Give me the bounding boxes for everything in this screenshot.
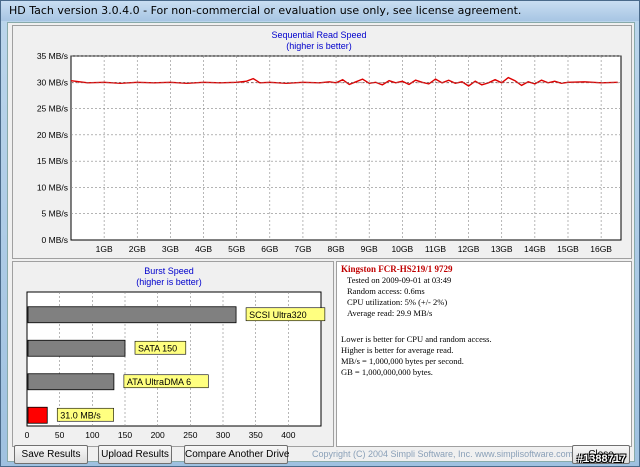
seq-x-tick-label: 16GB bbox=[590, 244, 612, 254]
seq-y-tick-label: 30 MB/s bbox=[37, 77, 68, 87]
burst-x-tick-label: 200 bbox=[151, 430, 165, 440]
burst-bar-label-box bbox=[56, 407, 114, 422]
seq-plot-area bbox=[70, 55, 622, 241]
burst-speed-panel: 0 50 100 150 200 250 300 350 400 SCSI Ultra320 SAT… bbox=[12, 261, 334, 447]
seq-y-tick-label: 15 MB/s bbox=[37, 156, 68, 166]
drive-info-panel: Kingston FCR-HS219/1 9729 Tested on 2009… bbox=[336, 261, 632, 447]
info-cpu-utilization: CPU utilization: 5% (+/- 2%) bbox=[347, 297, 448, 307]
burst-bar bbox=[27, 373, 115, 391]
burst-bar bbox=[27, 339, 126, 357]
seq-y-tick-label: 0 MB/s bbox=[42, 235, 68, 245]
seq-x-tick-label: 7GB bbox=[294, 244, 311, 254]
burst-x-tick-label: 150 bbox=[118, 430, 132, 440]
burst-x-tick-label: 350 bbox=[249, 430, 263, 440]
note-lower-better: Lower is better for CPU and random acces… bbox=[341, 334, 492, 344]
seq-y-tick-label: 20 MB/s bbox=[37, 130, 68, 140]
info-tested-on: Tested on 2009-09-01 at 03:49 bbox=[347, 275, 452, 285]
sequential-read-chart: 0 MB/s 5 MB/s 10 MB/s 15 MB/s 20 MB/s 25 MB/s… bbox=[37, 30, 622, 254]
seq-x-tick-label: 11GB bbox=[425, 244, 446, 254]
info-average-read: Average read: 29.9 MB/s bbox=[347, 308, 433, 318]
seq-y-tick-label: 5 MB/s bbox=[42, 209, 68, 219]
seq-x-tick-label: 3GB bbox=[162, 244, 179, 254]
window-title: HD Tach version 3.0.4.0 - For non-commer… bbox=[9, 4, 522, 17]
burst-speed-chart: 0 50 100 150 200 250 300 350 400 SCSI Ultra320 SAT… bbox=[25, 266, 326, 440]
upload-results-button[interactable]: Upload Results bbox=[98, 445, 172, 464]
burst-chart-subtitle: (higher is better) bbox=[136, 277, 202, 287]
seq-y-tick-label: 35 MB/s bbox=[37, 51, 68, 61]
watermark-text: #1388717 bbox=[577, 453, 626, 465]
burst-bar-label-box bbox=[123, 374, 209, 389]
seq-x-tick-label: 10GB bbox=[391, 244, 413, 254]
burst-bar-label: 31.0 MB/s bbox=[60, 410, 101, 420]
client-area: 0 MB/s 5 MB/s 10 MB/s 15 MB/s 20 MB/s 25 MB/s… bbox=[7, 22, 635, 464]
close-button[interactable]: Close bbox=[572, 445, 630, 464]
burst-x-tick-label: 400 bbox=[281, 430, 295, 440]
burst-x-tick-label: 250 bbox=[183, 430, 197, 440]
seq-y-tick-label: 10 MB/s bbox=[37, 182, 68, 192]
burst-x-tick-label: 300 bbox=[216, 430, 230, 440]
seq-x-tick-label: 15GB bbox=[557, 244, 579, 254]
seq-chart-title: Sequential Read Speed bbox=[271, 30, 366, 40]
seq-x-tick-label: 9GB bbox=[361, 244, 378, 254]
burst-bar bbox=[27, 306, 237, 324]
save-results-button[interactable]: Save Results bbox=[14, 445, 88, 464]
burst-bar-label-box bbox=[134, 340, 187, 355]
seq-x-tick-label: 2GB bbox=[129, 244, 146, 254]
seq-x-tick-label: 14GB bbox=[524, 244, 546, 254]
burst-x-tick-label: 0 bbox=[25, 430, 30, 440]
seq-x-tick-label: 13GB bbox=[491, 244, 513, 254]
burst-bar-label: ATA UltraDMA 6 bbox=[127, 377, 191, 387]
compare-another-drive-button[interactable]: Compare Another Drive bbox=[184, 445, 290, 464]
burst-x-tick-label: 50 bbox=[55, 430, 65, 440]
burst-bar-label: SCSI Ultra320 bbox=[249, 310, 307, 320]
seq-x-tick-label: 5GB bbox=[228, 244, 245, 254]
burst-bar bbox=[27, 406, 48, 424]
info-random-access: Random access: 0.6ms bbox=[347, 286, 425, 296]
seq-x-tick-label: 8GB bbox=[328, 244, 345, 254]
burst-bar-label-box bbox=[245, 307, 326, 322]
seq-x-tick-label: 4GB bbox=[195, 244, 212, 254]
note-higher-better: Higher is better for average read. bbox=[341, 345, 454, 355]
seq-chart-subtitle: (higher is better) bbox=[286, 41, 352, 51]
burst-bar-label: SATA 150 bbox=[138, 343, 177, 353]
seq-x-tick-label: 12GB bbox=[458, 244, 480, 254]
burst-x-tick-label: 100 bbox=[85, 430, 99, 440]
note-mbs-definition: MB/s = 1,000,000 bytes per second. bbox=[341, 356, 464, 366]
copyright-text: Copyright (C) 2004 Simpli Software, Inc.… bbox=[312, 449, 574, 459]
seq-x-tick-label: 6GB bbox=[261, 244, 278, 254]
note-gb-definition: GB = 1,000,000,000 bytes. bbox=[341, 367, 433, 377]
seq-x-tick-label: 1GB bbox=[96, 244, 113, 254]
burst-chart-title: Burst Speed bbox=[144, 266, 194, 276]
sequential-read-panel: 0 MB/s 5 MB/s 10 MB/s 15 MB/s 20 MB/s 25 MB/s… bbox=[12, 25, 632, 259]
drive-name: Kingston FCR-HS219/1 9729 bbox=[341, 264, 453, 274]
seq-y-tick-label: 25 MB/s bbox=[37, 104, 68, 114]
title-bar[interactable]: HD Tach version 3.0.4.0 - For non-commer… bbox=[1, 1, 639, 21]
